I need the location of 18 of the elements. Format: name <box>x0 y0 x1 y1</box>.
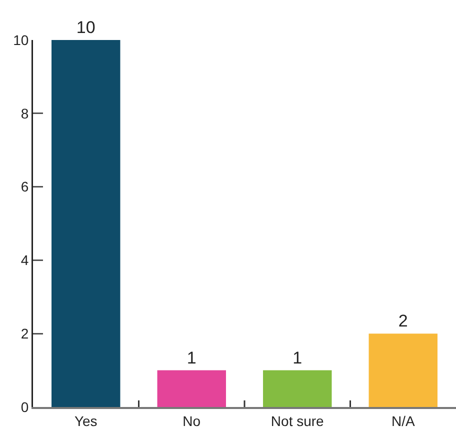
y-tick-label: 0 <box>20 398 29 415</box>
data-label: 2 <box>398 312 408 331</box>
y-tick-label: 8 <box>20 105 29 122</box>
y-tick-label: 10 <box>13 32 29 48</box>
data-label: 1 <box>186 348 196 368</box>
bar <box>157 370 226 407</box>
bar <box>368 334 438 407</box>
bar <box>52 40 120 407</box>
x-tick-label: Yes <box>74 412 98 429</box>
x-tick-label: N/A <box>391 412 416 429</box>
y-tick-label: 4 <box>20 252 29 268</box>
x-tick-label: Not sure <box>270 412 324 429</box>
x-tick-label: No <box>182 412 201 429</box>
y-tick-label: 2 <box>20 326 29 342</box>
data-label: 10 <box>76 18 96 37</box>
data-label: 1 <box>292 348 302 368</box>
y-tick-label: 6 <box>20 178 29 195</box>
bar <box>263 370 332 407</box>
